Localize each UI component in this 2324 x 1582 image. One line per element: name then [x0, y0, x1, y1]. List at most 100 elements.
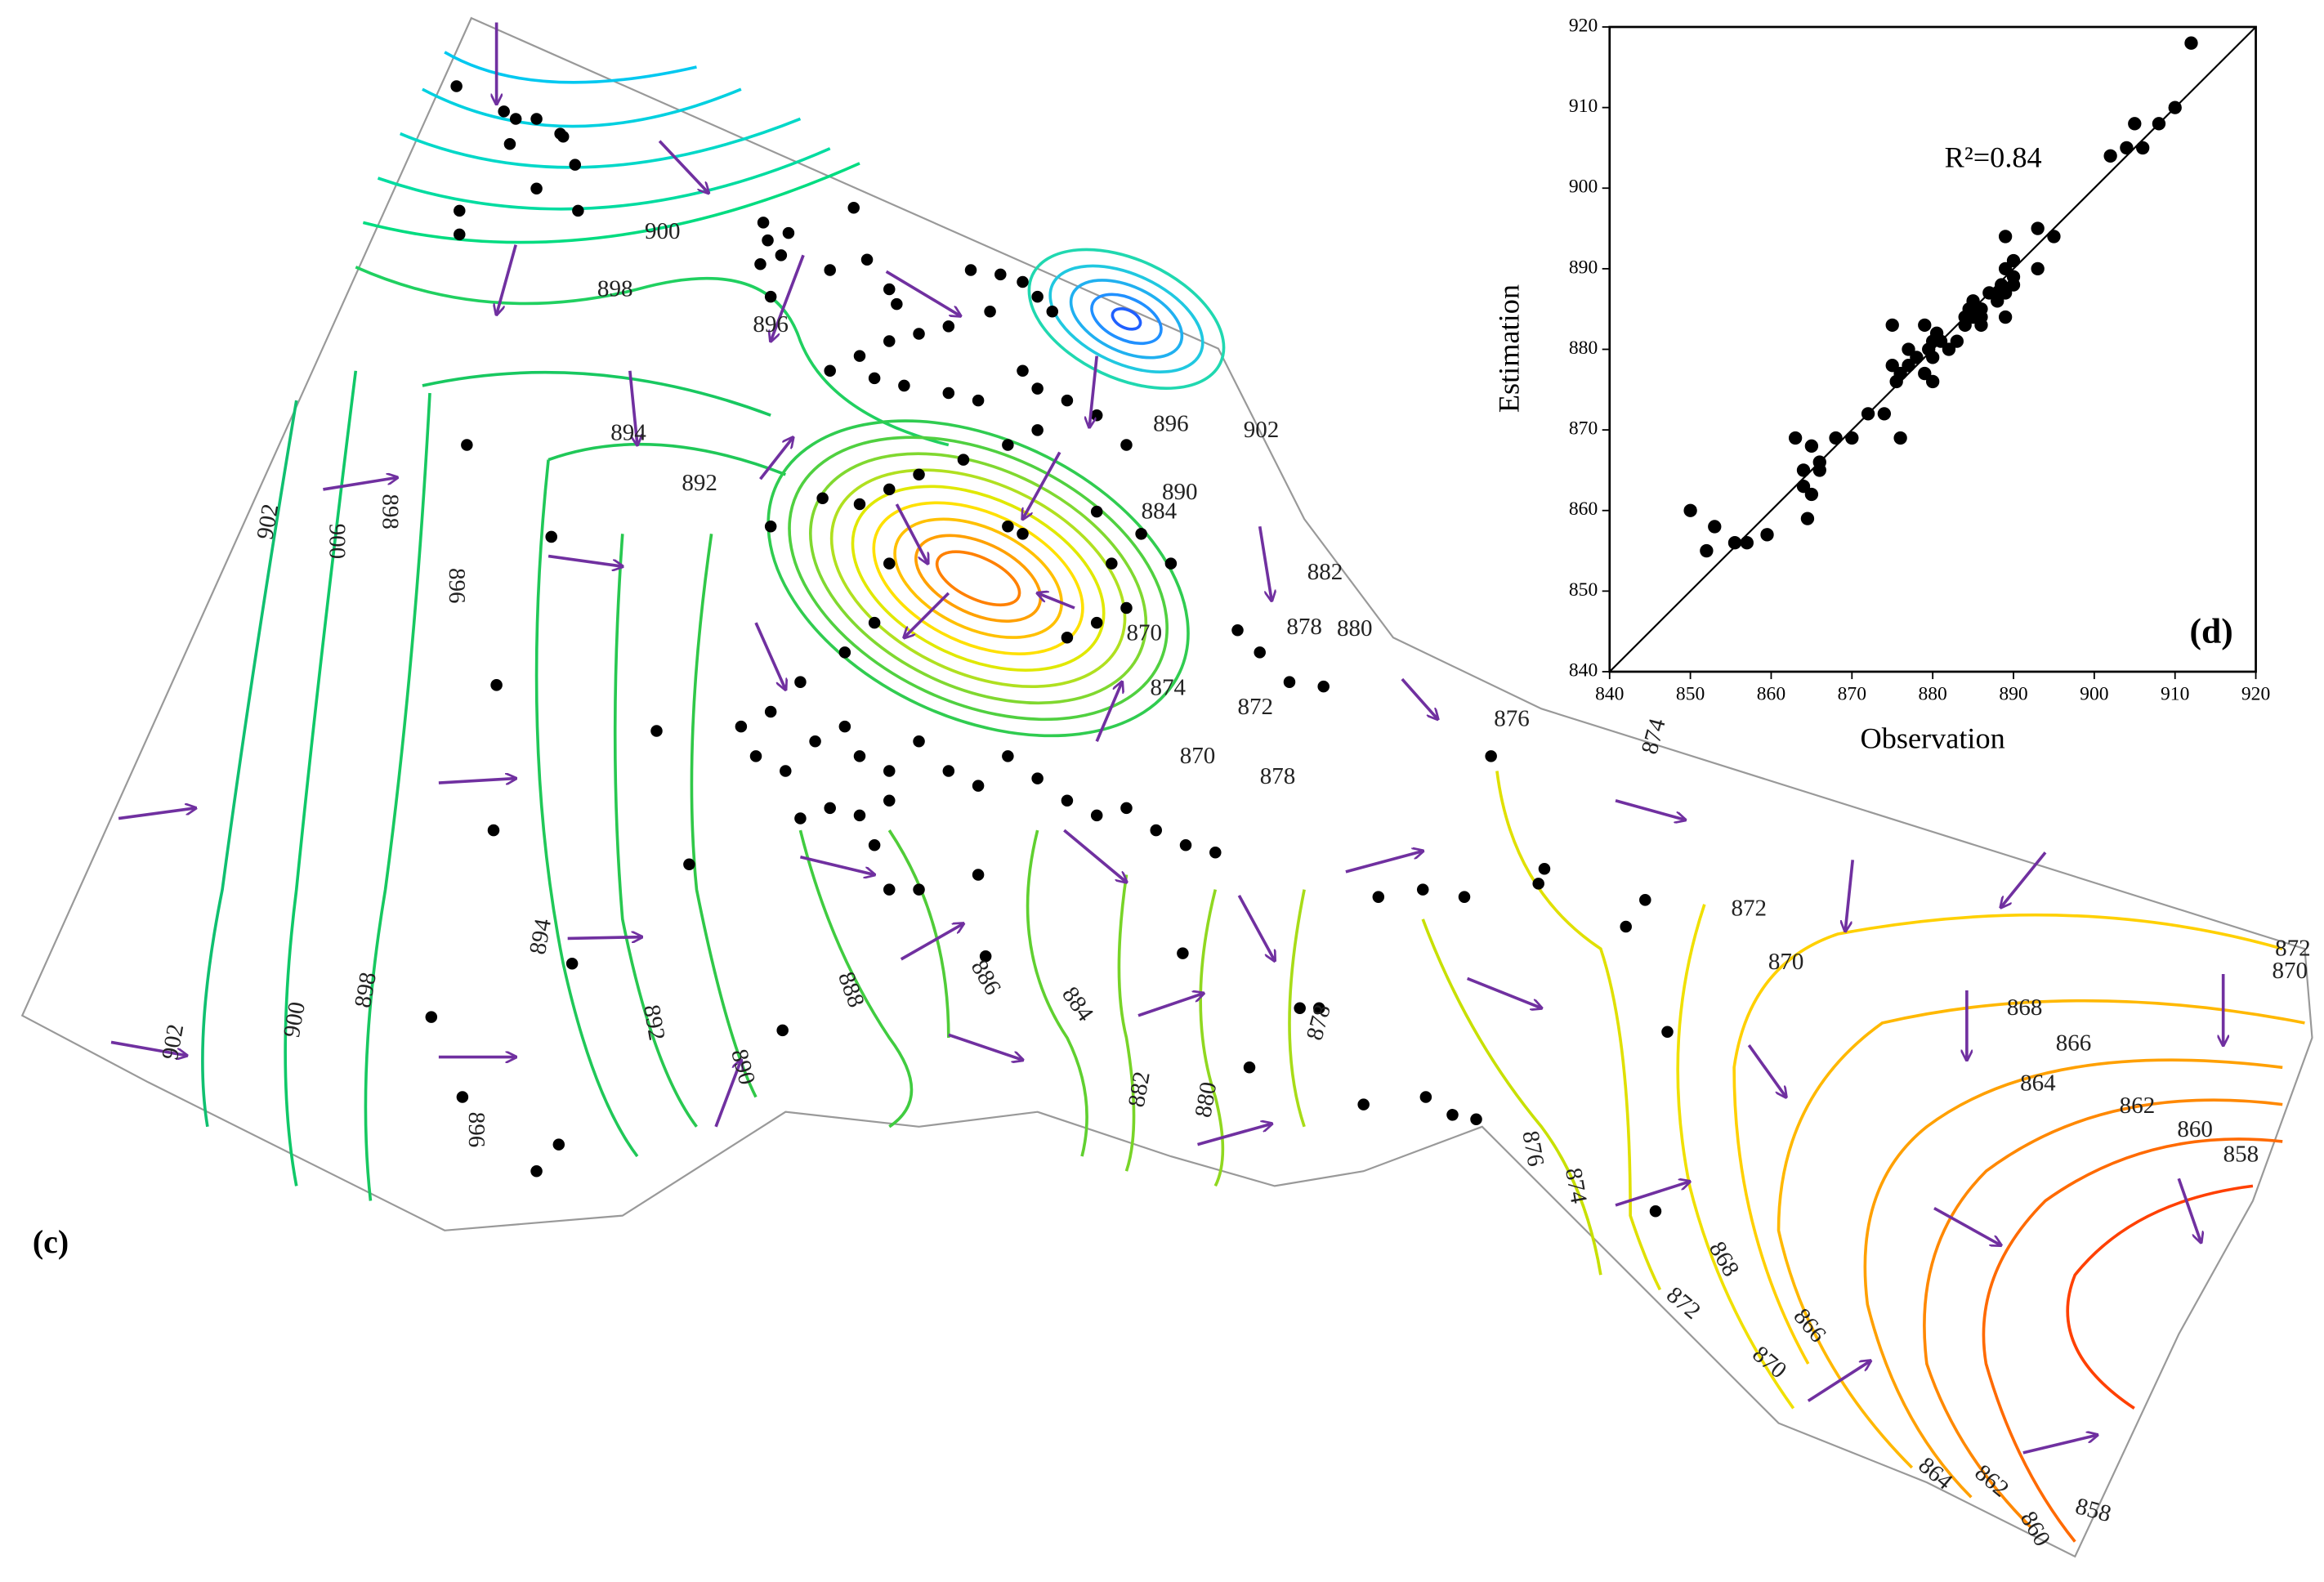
flow-arrow: [714, 1060, 741, 1128]
well: [764, 520, 777, 533]
x-tick-label: 840: [1595, 683, 1624, 704]
well: [913, 735, 925, 748]
flow-arrow: [885, 270, 961, 315]
flow-arrow: [948, 1033, 1023, 1060]
contour-label: 884: [1142, 498, 1178, 525]
well: [994, 268, 1007, 281]
flow-arrow: [628, 370, 637, 445]
flow-arrow: [1615, 799, 1685, 820]
well: [1243, 1061, 1256, 1074]
well: [498, 105, 510, 118]
flow-arrow: [1615, 1182, 1690, 1207]
well: [775, 249, 788, 261]
contour-label: 880: [1337, 615, 1373, 641]
well: [824, 264, 836, 276]
well: [490, 679, 503, 691]
flow-arrow: [1137, 994, 1204, 1017]
well: [883, 335, 896, 347]
contour-label: 870: [1180, 743, 1216, 769]
well: [898, 379, 910, 392]
well: [860, 253, 874, 266]
flow-arrow: [323, 477, 397, 491]
panel-label: (d): [2190, 612, 2233, 651]
well: [456, 1091, 469, 1103]
well: [1120, 439, 1133, 451]
flow-arrow: [1089, 355, 1098, 427]
well: [1357, 1098, 1370, 1111]
point: [2031, 221, 2045, 235]
flow-arrow: [1197, 1124, 1272, 1146]
well: [824, 364, 836, 378]
well: [764, 290, 777, 303]
y-tick-label: 900: [1569, 177, 1598, 198]
flow-arrow: [904, 592, 950, 637]
well: [554, 127, 566, 140]
contour-label: 902: [1244, 417, 1280, 443]
point: [1740, 536, 1754, 550]
well: [1031, 290, 1044, 303]
well: [1532, 878, 1544, 890]
well: [1017, 528, 1029, 540]
point: [2047, 230, 2061, 244]
well: [650, 725, 663, 737]
contour-label: 870: [2273, 958, 2308, 984]
point: [2006, 278, 2021, 292]
contour-label: 900: [279, 1000, 311, 1039]
well: [838, 720, 851, 733]
contour-label: 892: [682, 470, 717, 496]
point: [1877, 407, 1892, 421]
well: [1090, 505, 1103, 518]
well: [735, 720, 748, 733]
flow-arrow: [1095, 682, 1122, 742]
y-tick-label: 920: [1569, 15, 1598, 36]
point: [1885, 318, 1899, 333]
well: [461, 439, 473, 451]
well: [1209, 847, 1222, 859]
contour-label: 902: [252, 502, 284, 541]
well: [780, 765, 792, 777]
flow-arrow: [1258, 525, 1272, 601]
y-tick-label: 870: [1569, 418, 1598, 440]
well: [1017, 275, 1029, 288]
well: [776, 1024, 789, 1037]
annotation: R²=0.84: [1945, 141, 2042, 174]
well: [1120, 601, 1133, 614]
well: [1231, 623, 1244, 637]
well: [1458, 891, 1471, 903]
point: [2168, 101, 2182, 114]
contour-label: 858: [2223, 1142, 2259, 1168]
contour-label: 890: [1162, 479, 1198, 505]
y-tick-label: 860: [1569, 498, 1598, 520]
well: [487, 824, 500, 837]
well: [883, 483, 896, 496]
contour-lines: [201, 51, 2305, 1543]
contour-label: 900: [645, 218, 681, 244]
well: [1090, 809, 1103, 822]
y-axis-label: Estimation: [1492, 284, 1525, 413]
contour-label: 874: [1560, 1166, 1592, 1206]
flow-arrow: [1933, 1206, 2001, 1245]
well: [1538, 862, 1551, 875]
x-tick-label: 910: [2161, 683, 2189, 704]
contour-label: 896: [1153, 411, 1189, 437]
well: [1639, 894, 1651, 906]
well: [868, 372, 881, 385]
x-tick-label: 880: [1918, 683, 1946, 704]
well: [1090, 409, 1103, 422]
flow-arrow: [771, 254, 805, 341]
well: [565, 958, 579, 970]
point: [1796, 463, 1811, 477]
point: [1974, 310, 1988, 324]
y-tick-label: 840: [1569, 659, 1598, 681]
well: [1150, 824, 1162, 837]
well: [1061, 632, 1074, 644]
point: [1918, 318, 1932, 333]
contour-label: 896: [753, 311, 789, 337]
x-tick-label: 850: [1676, 683, 1705, 704]
flow-arrow: [1466, 976, 1542, 1008]
point: [2128, 117, 2142, 131]
x-tick-label: 920: [2241, 683, 2270, 704]
flow-arrow: [1237, 895, 1275, 961]
point: [2031, 261, 2045, 276]
